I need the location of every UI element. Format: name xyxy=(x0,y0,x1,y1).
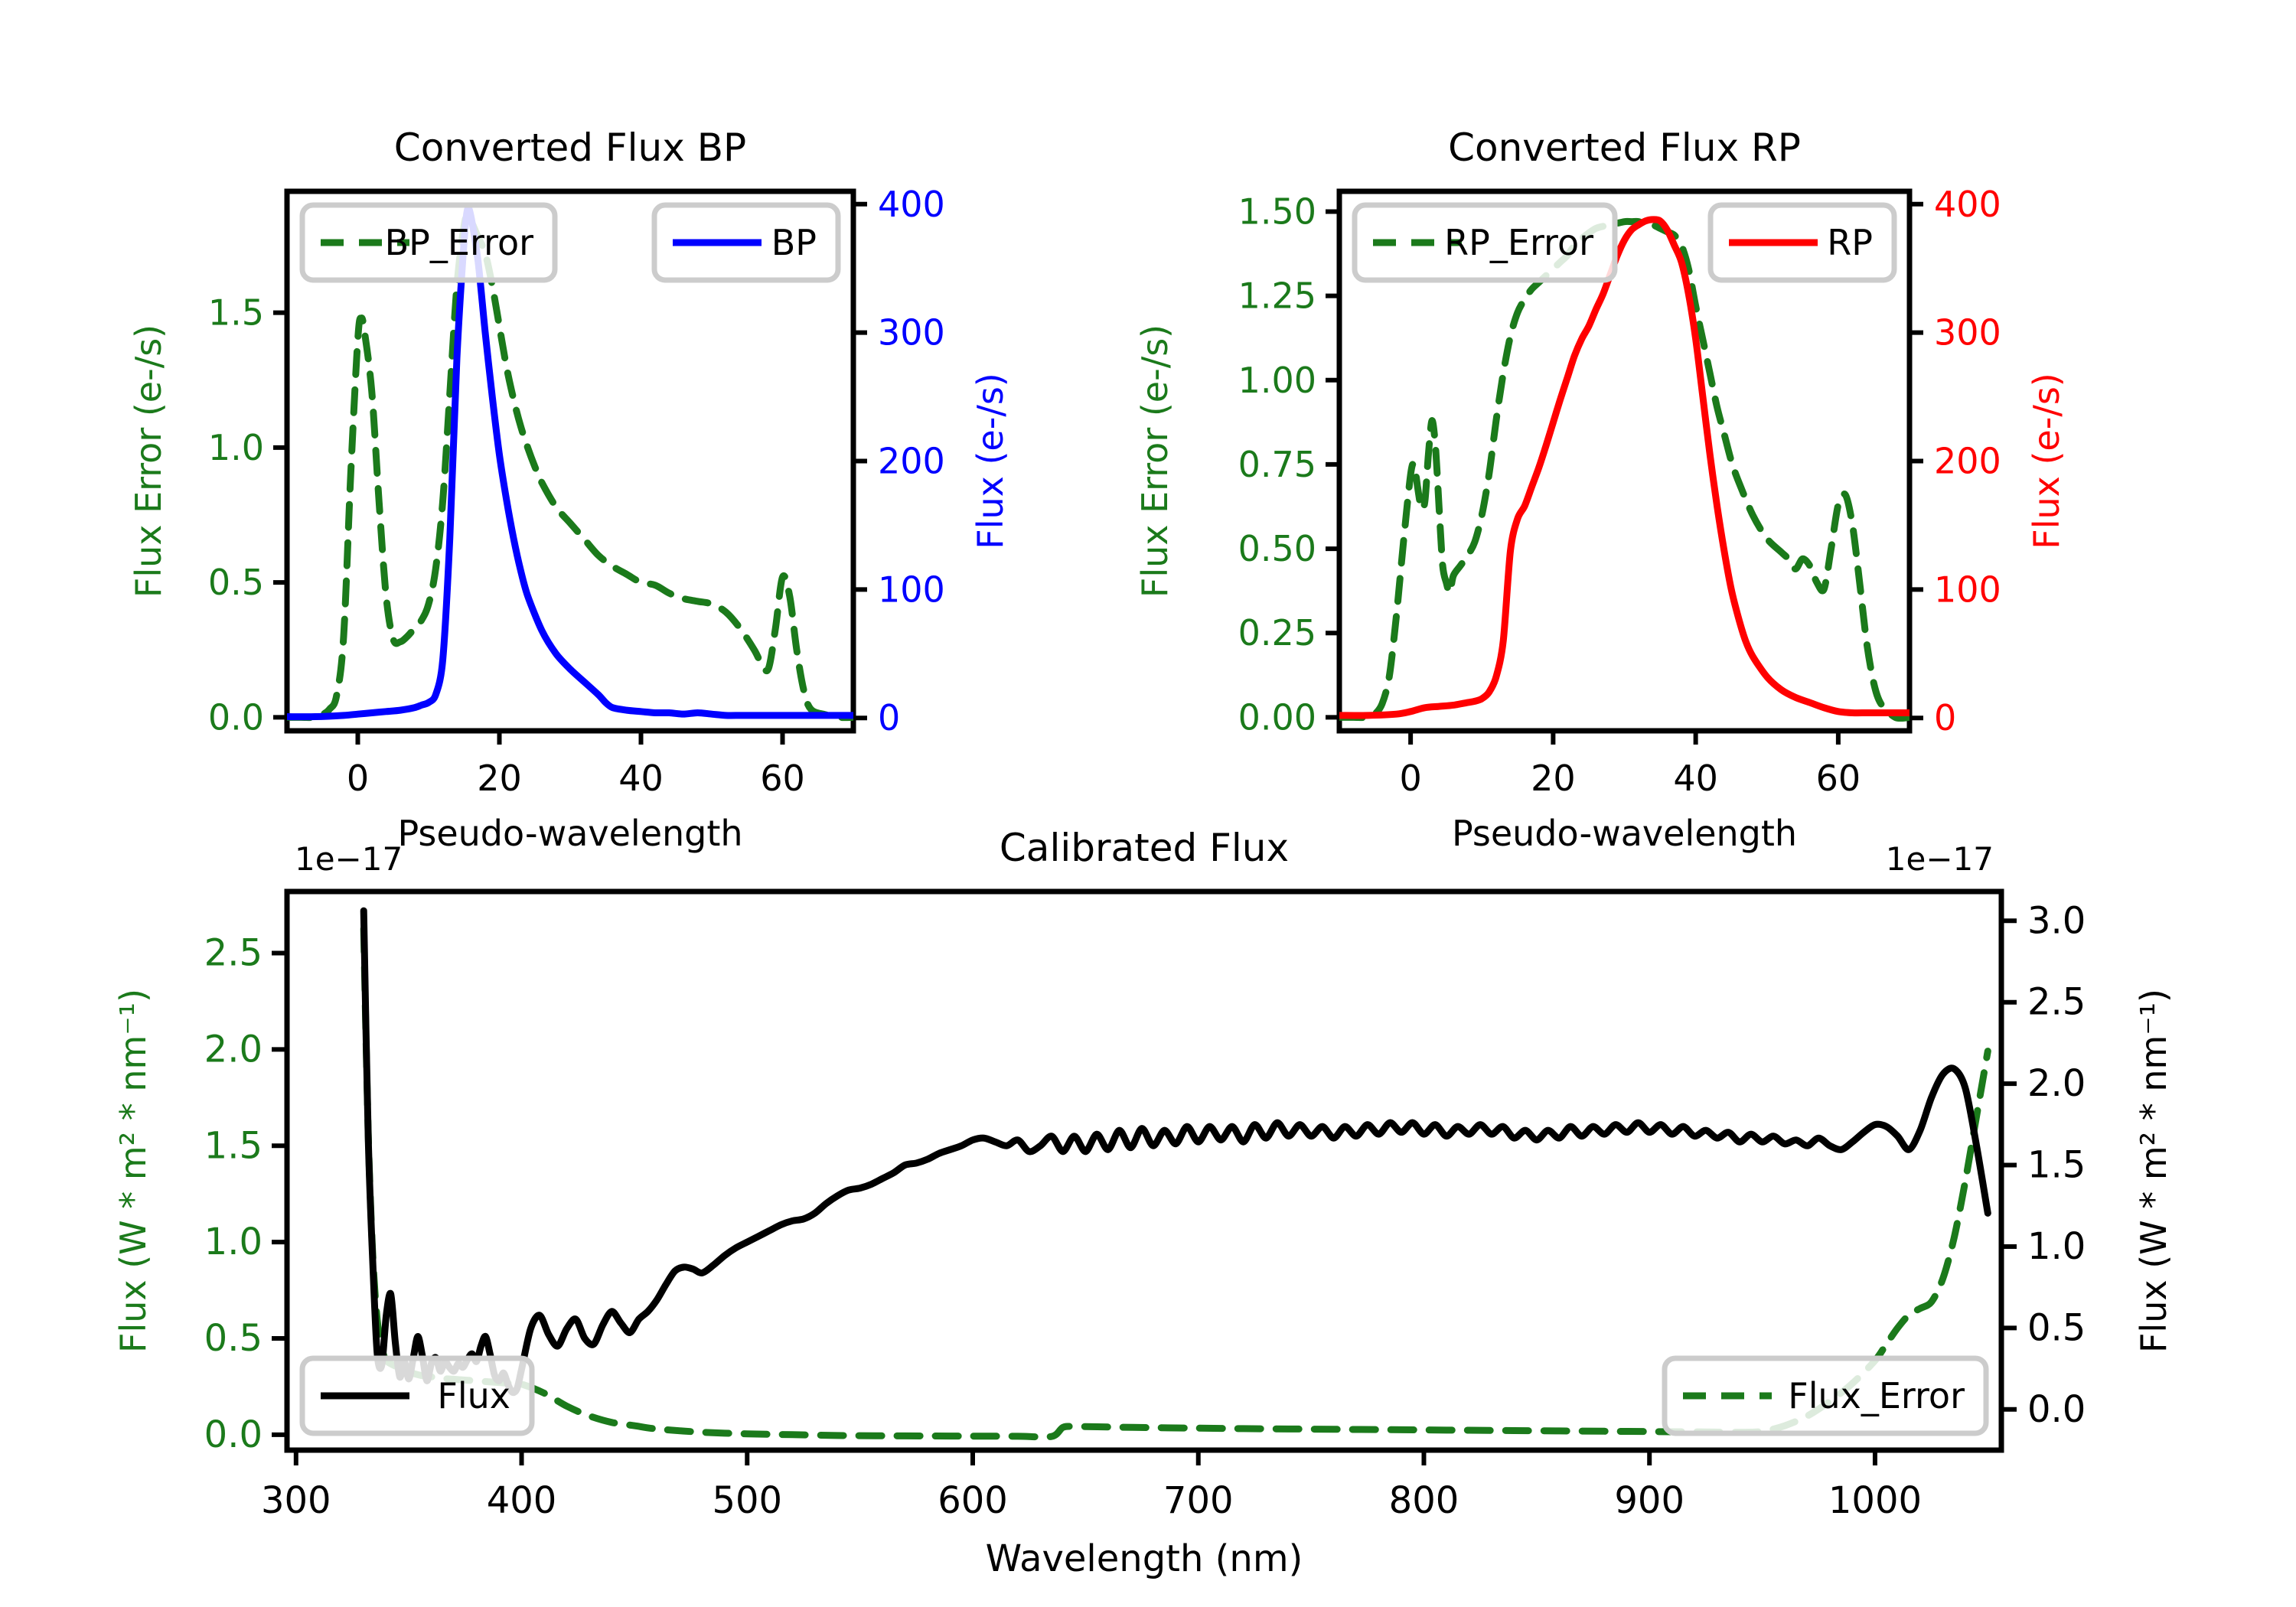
bp-plot-svg: Converted Flux BP 0 20 40 60 Pseudo-wavelengt… xyxy=(128,125,1011,854)
bp-ytick-right-label: 300 xyxy=(878,312,945,354)
cal-ytick-right-label: 3.0 xyxy=(2027,899,2086,942)
rp-ytick-left-label: 0.50 xyxy=(1238,528,1316,569)
rp-ytick-right-label: 100 xyxy=(1934,569,2001,610)
rp-xtick-label: 0 xyxy=(1399,758,1421,799)
cal-legend-flux[interactable]: Flux xyxy=(299,1355,535,1436)
legend-label: BP xyxy=(771,222,817,263)
rp-ytick-left-label: 1.25 xyxy=(1238,275,1316,317)
calibrated-plot-svg: Calibrated Flux 1e−17 1e−17 300 400 500 600 700… xyxy=(113,826,2174,1580)
bp-ylabel-right: Flux (e-/s) xyxy=(970,373,1011,549)
bp-xtick-label: 0 xyxy=(347,758,369,799)
bp-xtick-label: 20 xyxy=(477,758,522,799)
cal-ytick-right-label: 0.5 xyxy=(2027,1306,2086,1349)
rp-ytick-right-label: 400 xyxy=(1934,184,2001,225)
bp-legend-error[interactable]: BP_Error xyxy=(299,202,558,283)
rp-ytick-left-label: 1.50 xyxy=(1238,191,1316,232)
bp-title: Converted Flux BP xyxy=(394,125,746,170)
cal-flux-line xyxy=(360,907,1991,1397)
cal-ylabel-right: Flux (W * m² * nm⁻¹) xyxy=(2133,989,2174,1353)
bp-error-line xyxy=(287,211,853,722)
cal-xlabel: Wavelength (nm) xyxy=(986,1537,1303,1580)
rp-ytick-right-label: 200 xyxy=(1934,441,2001,482)
legend-label: BP_Error xyxy=(385,222,534,263)
rp-ytick-left-label: 0.25 xyxy=(1238,612,1316,654)
rp-ylabel-right: Flux (e-/s) xyxy=(2026,373,2067,549)
panel-converted-flux-bp: Converted Flux BP 0 20 40 60 Pseudo-wavelengt… xyxy=(0,0,1148,854)
cal-ytick-right-label: 1.0 xyxy=(2027,1225,2086,1268)
bp-ytick-right-label: 200 xyxy=(878,441,945,482)
rp-flux-line xyxy=(1339,216,1910,719)
cal-ytick-right-label: 2.5 xyxy=(2027,981,2086,1024)
cal-ytick-right-label: 1.5 xyxy=(2027,1144,2086,1187)
bp-data-area xyxy=(287,204,853,722)
rp-ytick-left-label: 0.75 xyxy=(1238,444,1316,485)
bp-ytick-left-label: 1.0 xyxy=(208,427,264,468)
cal-xtick-label: 800 xyxy=(1389,1479,1459,1522)
legend-frame xyxy=(1352,202,1618,283)
panel-calibrated-flux: Calibrated Flux 1e−17 1e−17 300 400 500 600 700… xyxy=(0,811,2296,1607)
cal-ytick-left-label: 1.0 xyxy=(204,1221,263,1263)
panel-converted-flux-rp: Converted Flux RP 0 20 40 60 Pseudo-wavelengt… xyxy=(1134,0,2296,854)
bp-ytick-left-label: 0.0 xyxy=(208,696,264,738)
rp-ytick-right-label: 0 xyxy=(1934,697,1956,738)
rp-xtick-label: 60 xyxy=(1816,758,1861,799)
cal-ytick-left-label: 2.5 xyxy=(204,932,263,975)
bp-ytick-right-label: 100 xyxy=(878,569,945,610)
cal-xtick-label: 900 xyxy=(1614,1479,1684,1522)
bp-xtick-label: 40 xyxy=(618,758,664,799)
cal-title: Calibrated Flux xyxy=(1000,826,1289,870)
cal-xtick-label: 1000 xyxy=(1828,1479,1922,1522)
cal-ytick-left-label: 0.5 xyxy=(204,1317,263,1360)
rp-plot-svg: Converted Flux RP 0 20 40 60 Pseudo-wavelengt… xyxy=(1134,125,2067,854)
rp-xlabel: Pseudo-wavelength xyxy=(1452,813,1797,854)
rp-ytick-right-label: 300 xyxy=(1934,312,2001,354)
rp-ytick-left-label: 1.00 xyxy=(1238,360,1316,401)
cal-ytick-right-label: 0.0 xyxy=(2027,1388,2086,1431)
rp-title: Converted Flux RP xyxy=(1448,125,1801,170)
legend-label: RP_Error xyxy=(1444,222,1593,263)
bp-ytick-right-label: 400 xyxy=(878,184,945,225)
cal-ylabel-left: Flux (W * m² * nm⁻¹) xyxy=(113,989,154,1353)
cal-axes-frame xyxy=(284,888,2004,1453)
cal-xtick-label: 700 xyxy=(1163,1479,1234,1522)
rp-data-area xyxy=(1339,216,1910,722)
cal-xtick-label: 500 xyxy=(712,1479,782,1522)
legend-label: RP xyxy=(1827,222,1873,263)
legend-frame xyxy=(1662,1355,1989,1436)
cal-ytick-left-label: 0.0 xyxy=(204,1413,263,1456)
rp-ylabel-left: Flux Error (e-/s) xyxy=(1134,324,1176,598)
cal-xtick-label: 300 xyxy=(261,1479,331,1522)
bp-ytick-left-label: 1.5 xyxy=(208,292,264,334)
cal-ytick-right-label: 2.0 xyxy=(2027,1062,2086,1105)
bp-xlabel: Pseudo-wavelength xyxy=(397,813,742,854)
bp-legend-flux[interactable]: BP xyxy=(651,202,841,283)
bp-flux-line xyxy=(287,204,853,721)
rp-legend-error[interactable]: RP_Error xyxy=(1352,202,1618,283)
bp-ytick-left-label: 0.5 xyxy=(208,562,264,603)
cal-offset-left: 1e−17 xyxy=(295,840,403,878)
rp-ytick-left-label: 0.00 xyxy=(1238,696,1316,738)
cal-ytick-left-label: 2.0 xyxy=(204,1028,263,1071)
cal-xtick-label: 600 xyxy=(938,1479,1008,1522)
rp-xtick-label: 40 xyxy=(1673,758,1718,799)
cal-xtick-label: 400 xyxy=(487,1479,557,1522)
bp-ytick-right-label: 0 xyxy=(878,697,900,738)
rp-xtick-label: 20 xyxy=(1531,758,1576,799)
legend-label: Flux xyxy=(437,1375,510,1416)
bp-ylabel-left: Flux Error (e-/s) xyxy=(128,324,169,598)
legend-label: Flux_Error xyxy=(1788,1375,1965,1416)
legend-frame xyxy=(299,1355,535,1436)
rp-legend-flux[interactable]: RP xyxy=(1707,202,1897,283)
rp-error-line xyxy=(1339,217,1910,722)
cal-offset-right: 1e−17 xyxy=(1886,840,1994,878)
cal-legend-flux-error[interactable]: Flux_Error xyxy=(1662,1355,1989,1436)
cal-ytick-left-label: 1.5 xyxy=(204,1124,263,1167)
bp-xtick-label: 60 xyxy=(760,758,805,799)
legend-frame xyxy=(299,202,558,283)
